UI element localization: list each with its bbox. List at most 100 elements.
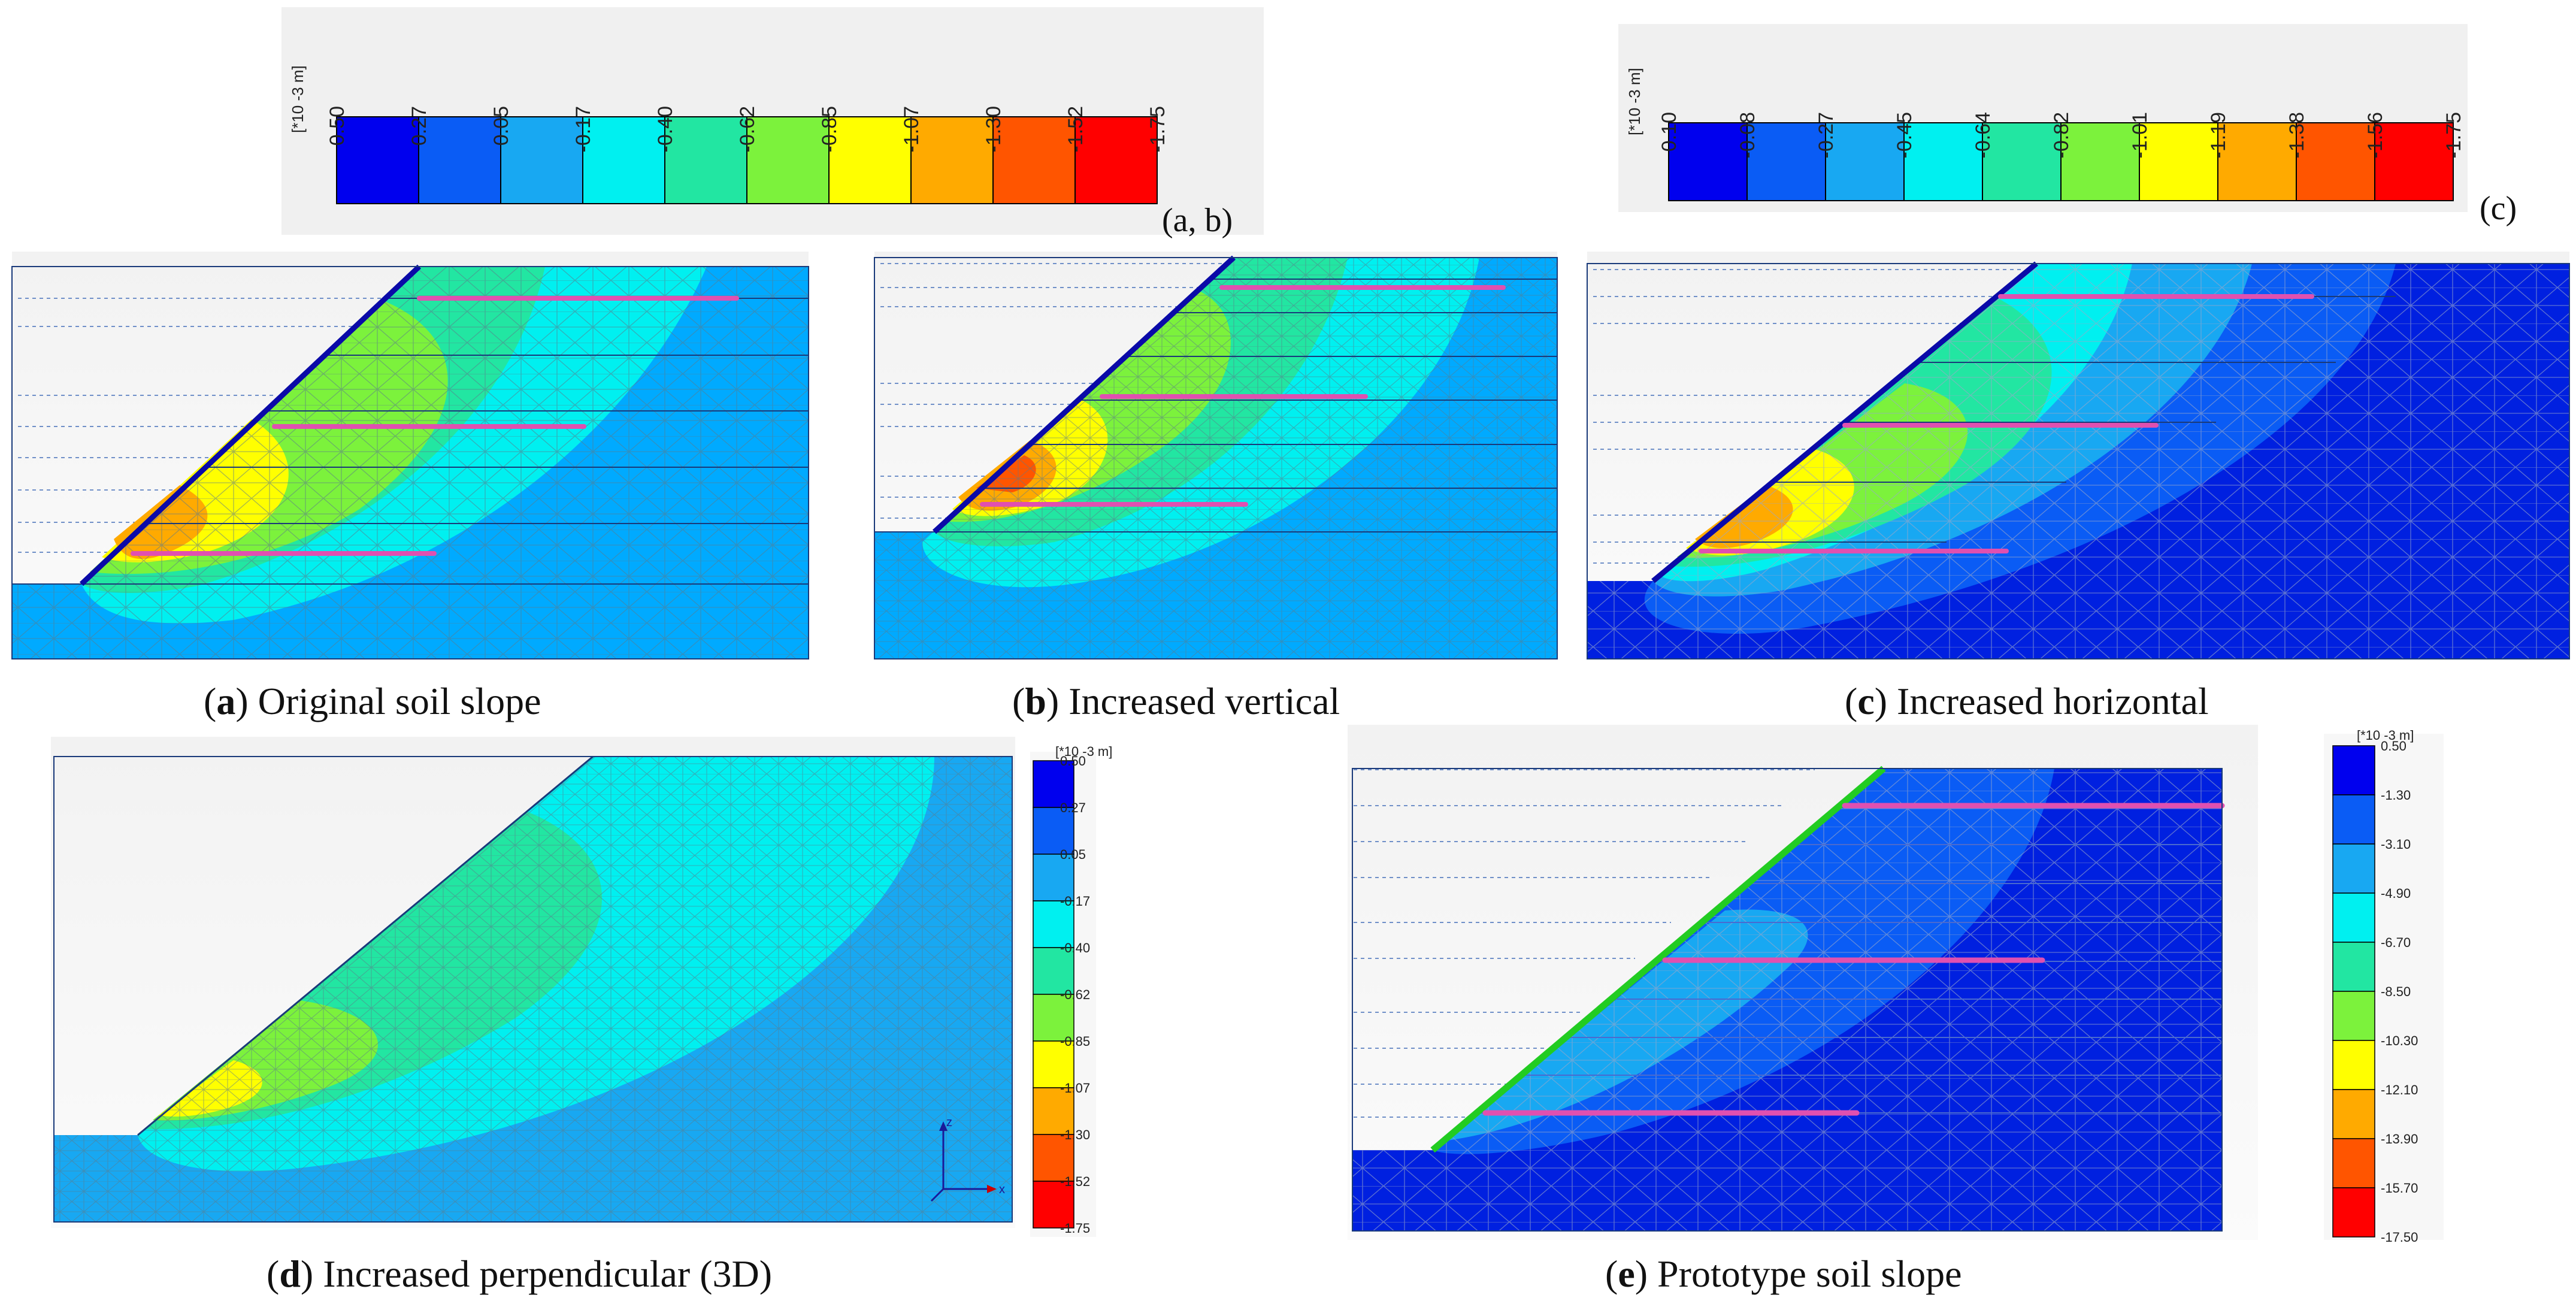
- panel-b-border: [874, 257, 1558, 659]
- legend-e-tick-4: -6.70: [2381, 935, 2411, 950]
- legend-c-tick-6: -1.01: [2129, 112, 2151, 159]
- caption-a: (a) Original soil slope: [204, 680, 541, 722]
- panel-e-border: [1352, 768, 2223, 1232]
- legend-ab-tick-8: -1.30: [982, 106, 1005, 153]
- panel-b: [874, 252, 1558, 659]
- caption-a-title: Original soil slope: [249, 680, 541, 722]
- panel-b-layer-lines: [874, 279, 1557, 533]
- legend-c: 0.10 -0.08 -0.27 -0.45 -0.64 -0.82 -1.01 -1.19 -…: [1618, 24, 2517, 227]
- legend-c-tick-5: -0.82: [2050, 112, 2073, 159]
- legend-e-swatch-9: [2332, 1187, 2375, 1238]
- panel-d-mesh: [54, 757, 1012, 1222]
- panel-a: [11, 252, 809, 659]
- legend-c-tag: (c): [2480, 190, 2517, 227]
- panel-b-nails: [980, 285, 1506, 507]
- legend-ab-tick-6: -0.85: [818, 106, 841, 153]
- legend-c-swatch-3: [1903, 122, 1983, 201]
- legend-d-swatch-3: [1033, 900, 1074, 948]
- legend-ab-swatch-6: [828, 116, 912, 204]
- legend-ab-tick-0: 0.50: [326, 106, 349, 146]
- caption-d-title: Increased perpendicular (3D): [313, 1252, 772, 1295]
- caption-b: (b) Increased vertical: [1012, 680, 1340, 722]
- legend-c-tick-4: -0.64: [1972, 112, 1994, 159]
- panel-d-border: [53, 756, 1013, 1223]
- legend-e-swatch-5: [2332, 991, 2375, 1041]
- legend-d-tick-1: 0.27: [1060, 800, 1086, 815]
- legend-ab-tick-2: 0.05: [490, 106, 513, 146]
- legend-ab-unit: [*10 -3 m]: [289, 65, 307, 133]
- legend-ab-swatch-7: [910, 116, 994, 204]
- legend-e-tick-8: -13.90: [2381, 1131, 2418, 1146]
- panel-a-border: [11, 266, 809, 659]
- legend-d-swatches: [1033, 760, 1074, 1229]
- legend-d-tick-7: -1.07: [1060, 1081, 1090, 1096]
- legend-e-swatch-2: [2332, 843, 2375, 894]
- panel-e-dotted-lines: [1354, 769, 1815, 1118]
- panel-d-axis-triad: z x: [930, 1116, 1005, 1202]
- legend-d-swatch-9: [1033, 1181, 1074, 1229]
- legend-ab-swatches: [336, 116, 1158, 204]
- legend-d-tick-5: -0.62: [1060, 987, 1090, 1002]
- legend-ab-swatch-2: [500, 116, 583, 204]
- panel-b-facing: [932, 255, 1236, 534]
- legend-e-ticks: 0.50 -1.30 -3.10 -4.90 -6.70 -8.50 -10.30 -12.1…: [2381, 739, 2418, 1245]
- legend-ab-swatch-1: [418, 116, 501, 204]
- legend-d-ticks: 0.50 0.27 0.05 -0.17 -0.40 -0.62 -0.85 -1.07 -1.…: [1060, 754, 1090, 1236]
- panel-c: [1587, 252, 2570, 659]
- caption-c-title: Increased horizontal: [1887, 680, 2209, 722]
- z-axis-arrow: [939, 1121, 948, 1131]
- legend-e-swatch-8: [2332, 1138, 2375, 1188]
- panel-a-facing: [79, 264, 422, 586]
- x-axis-arrow: [987, 1185, 997, 1193]
- legend-d-tick-3: -0.17: [1060, 894, 1090, 909]
- legend-e-swatch-1: [2332, 794, 2375, 845]
- caption-a-letter: a: [216, 680, 235, 722]
- legend-e-tick-1: -1.30: [2381, 788, 2411, 803]
- legend-ab-tick-7: -1.07: [900, 106, 923, 153]
- panel-a-mesh: [12, 267, 809, 659]
- legend-c-swatch-8: [2296, 122, 2375, 201]
- legend-ab-tick-5: -0.62: [736, 106, 759, 153]
- caption-e: (e) Prototype soil slope: [1605, 1252, 1961, 1295]
- legend-e-unit: [*10 -3 m]: [2357, 728, 2414, 743]
- legend-e-swatches: [2332, 745, 2375, 1238]
- panel-d-slope-line: [137, 755, 594, 1136]
- panel-e-facing: [1430, 766, 1886, 1153]
- legend-c-swatch-2: [1825, 122, 1905, 201]
- panel-c-facing: [1651, 261, 2038, 583]
- legend-d-tick-4: -0.40: [1060, 940, 1090, 955]
- panel-b-mesh: [874, 258, 1557, 659]
- panel-e: 0.50 -1.30 -3.10 -4.90 -6.70 -8.50 -10.30 -12.1…: [1348, 725, 2444, 1245]
- legend-d-tick-8: -1.30: [1060, 1127, 1090, 1142]
- legend-c-tick-3: -0.45: [1893, 112, 1916, 159]
- legend-e-tick-7: -12.10: [2381, 1082, 2418, 1097]
- legend-c-ticks: 0.10 -0.08 -0.27 -0.45 -0.64 -0.82 -1.01 -1.19 -…: [1658, 112, 2465, 159]
- legend-e-tick-5: -8.50: [2381, 984, 2411, 999]
- legend-ab-swatch-3: [582, 116, 665, 204]
- legend-c-tick-8: -1.38: [2286, 112, 2308, 159]
- legend-c-tick-1: -0.08: [1736, 112, 1759, 159]
- caption-b-letter: b: [1025, 680, 1046, 722]
- legend-d-swatch-5: [1033, 994, 1074, 1042]
- caption-e-letter: e: [1618, 1252, 1634, 1295]
- legend-ab-tick-9: -1.52: [1064, 106, 1087, 153]
- legend-c-tick-2: -0.27: [1815, 112, 1838, 159]
- panel-a-nails: [131, 296, 739, 556]
- legend-e-tick-2: -3.10: [2381, 837, 2411, 852]
- legend-d-swatch-6: [1033, 1040, 1074, 1088]
- caption-c: (c) Increased horizontal: [1845, 680, 2209, 722]
- legend-e-tick-0: 0.50: [2381, 739, 2407, 754]
- legend-ab-ticks: 0.50 0.27 0.05 -0.17 -0.40 -0.62 -0.85 -1.07 -1.…: [326, 106, 1169, 153]
- legend-c-unit: [*10 -3 m]: [1625, 68, 1643, 135]
- legend-ab-swatch-4: [664, 116, 747, 204]
- legend-d-tick-0: 0.50: [1060, 754, 1086, 769]
- caption-b-title: Increased vertical: [1059, 680, 1340, 722]
- legend-ab-swatch-9: [1074, 116, 1158, 204]
- legend-c-tick-0: 0.10: [1658, 112, 1681, 152]
- legend-ab-tag: (a, b): [1162, 202, 1233, 239]
- panel-c-nails: [1699, 294, 2314, 553]
- legend-e-swatch-4: [2332, 942, 2375, 992]
- legend-e-swatch-6: [2332, 1040, 2375, 1090]
- legend-c-swatch-9: [2374, 122, 2454, 201]
- legend-e-swatch-3: [2332, 892, 2375, 943]
